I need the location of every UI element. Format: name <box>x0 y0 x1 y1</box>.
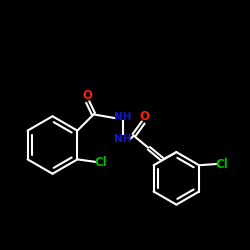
Text: Cl: Cl <box>94 156 107 169</box>
Text: O: O <box>140 110 149 123</box>
Text: Cl: Cl <box>216 158 228 170</box>
Text: NH: NH <box>114 112 132 122</box>
Text: NH: NH <box>114 134 132 144</box>
Text: O: O <box>82 90 92 102</box>
